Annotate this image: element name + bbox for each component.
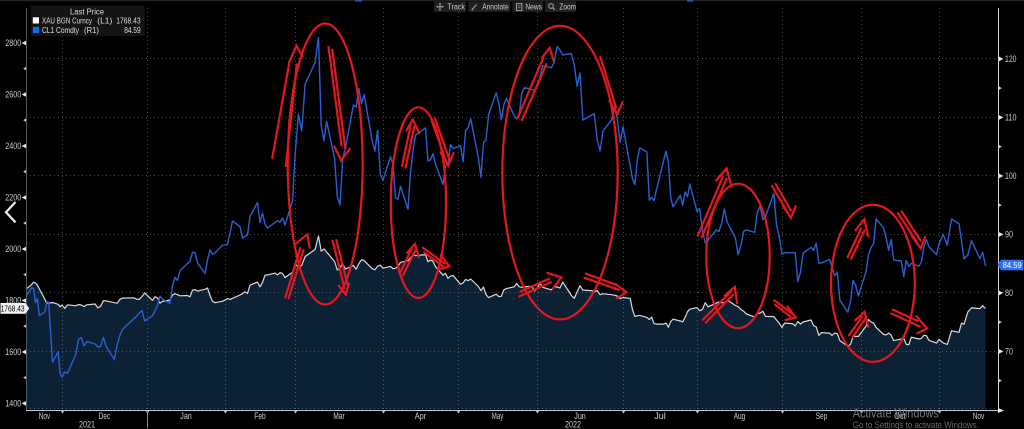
svg-text:Jul: Jul — [654, 411, 666, 421]
svg-text:1600: 1600 — [5, 347, 21, 357]
svg-text:CL1 Comdty: CL1 Comdty — [42, 26, 79, 35]
svg-text:120: 120 — [1005, 54, 1017, 64]
svg-text:(R1): (R1) — [84, 26, 99, 35]
svg-text:90: 90 — [1005, 230, 1013, 240]
svg-text:Dec: Dec — [99, 411, 111, 421]
svg-text:Jan: Jan — [180, 411, 192, 421]
svg-text:1768.43: 1768.43 — [116, 16, 141, 25]
svg-text:1768.43: 1768.43 — [1, 305, 25, 314]
svg-text:1400: 1400 — [5, 399, 21, 409]
svg-text:Go to Settings to activate Win: Go to Settings to activate Windows. — [853, 420, 979, 429]
svg-text:Annotate: Annotate — [482, 1, 509, 11]
svg-text:110: 110 — [1005, 113, 1017, 123]
svg-text:Feb: Feb — [254, 411, 266, 421]
svg-text:News: News — [525, 1, 542, 11]
svg-text:Aug: Aug — [734, 411, 746, 421]
svg-text:Oct: Oct — [894, 411, 906, 421]
svg-text:2021: 2021 — [79, 420, 95, 429]
svg-text:84.59: 84.59 — [1003, 261, 1023, 270]
svg-text:Jun: Jun — [574, 411, 586, 421]
svg-text:Zoom: Zoom — [559, 1, 576, 11]
svg-text:Nov: Nov — [973, 411, 985, 421]
svg-text:2800: 2800 — [5, 38, 21, 48]
svg-text:2000: 2000 — [5, 244, 21, 254]
svg-text:Track: Track — [447, 1, 465, 11]
svg-text:2200: 2200 — [5, 193, 21, 203]
svg-text:100: 100 — [1005, 171, 1017, 181]
svg-text:Sep: Sep — [816, 411, 828, 421]
svg-text:(L1): (L1) — [97, 16, 112, 25]
svg-text:Last Price: Last Price — [70, 8, 105, 17]
svg-text:70: 70 — [1005, 347, 1013, 357]
svg-text:84.59: 84.59 — [124, 26, 141, 35]
svg-text:Mar: Mar — [333, 411, 345, 421]
svg-text:Nov: Nov — [39, 411, 51, 421]
svg-text:Apr: Apr — [415, 411, 427, 421]
svg-text:Activate Windows: Activate Windows — [853, 406, 939, 420]
svg-text:2400: 2400 — [5, 141, 21, 151]
svg-text:XAU BGN Curncy: XAU BGN Curncy — [42, 16, 92, 25]
svg-text:May: May — [492, 411, 504, 421]
svg-text:2600: 2600 — [5, 90, 21, 100]
svg-text:1800: 1800 — [5, 296, 21, 306]
svg-text:2022: 2022 — [565, 420, 581, 429]
svg-text:80: 80 — [1005, 288, 1013, 298]
